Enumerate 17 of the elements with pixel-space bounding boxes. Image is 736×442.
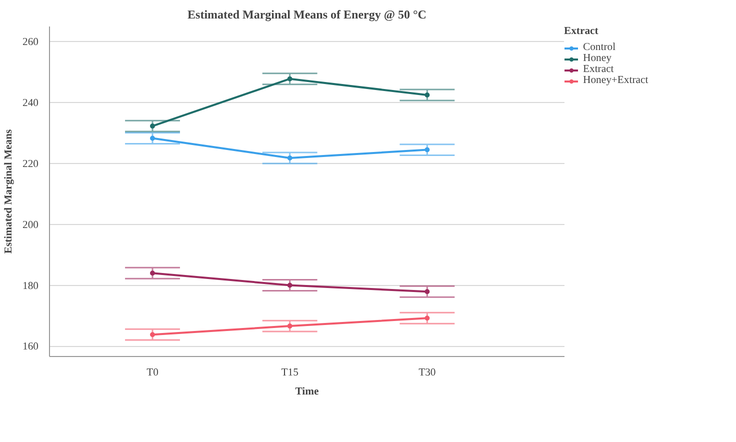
y-tick-label: 260 [22, 37, 38, 48]
x-tick-label: T30 [418, 368, 436, 378]
y-tick-label: 180 [22, 280, 38, 292]
legend-title: Extract [564, 26, 600, 37]
y-tick-label: 220 [22, 158, 38, 170]
legend-label: Honey [583, 53, 612, 64]
legend-label: Extract [583, 64, 614, 75]
chart-title: Estimated Marginal Means of Energy @ 50 °C [188, 8, 426, 22]
legend-label: Control [583, 42, 616, 53]
y-tick-label: 240 [22, 98, 38, 110]
y-tick-label: 200 [22, 220, 38, 231]
x-tick-label: T15 [281, 368, 298, 378]
y-axis-title: Estimated Marginal Means [4, 129, 15, 254]
x-axis-title: Time [295, 386, 320, 398]
y-tick-label: 160 [22, 342, 38, 353]
legend-label: Honey+Extract [583, 75, 648, 86]
x-tick-label: T0 [146, 368, 158, 378]
